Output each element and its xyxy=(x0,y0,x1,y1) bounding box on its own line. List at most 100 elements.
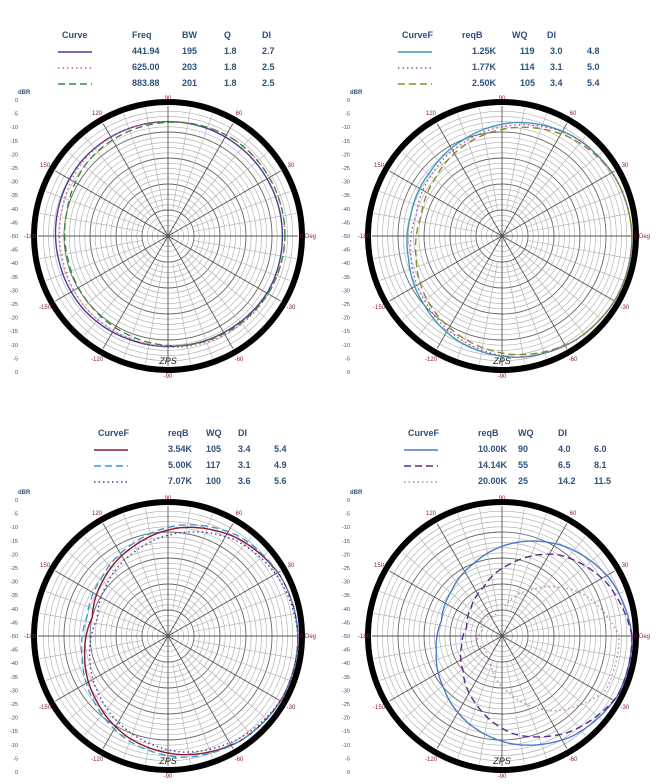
radial-tick-label: -10 xyxy=(342,343,350,349)
radial-tick-label: 0 xyxy=(15,770,18,776)
legend-value: 4.9 xyxy=(274,460,287,470)
radial-tick-label: -10 xyxy=(10,525,18,531)
signature-mark: ZPS xyxy=(492,356,511,366)
angle-label: -120 xyxy=(425,357,438,363)
radial-tick-label: -30 xyxy=(10,288,18,294)
grid-radial-line xyxy=(501,635,615,702)
grid-radial-line xyxy=(167,635,234,749)
legend-swatch xyxy=(404,465,438,467)
grid-radial-line xyxy=(45,591,144,628)
grid-radial-line xyxy=(184,536,252,617)
radial-tick-label: 0 xyxy=(15,498,18,504)
radial-tick-label: -25 xyxy=(10,166,18,172)
radial-tick-label: -25 xyxy=(342,566,350,572)
angle-label: 30 xyxy=(622,163,629,169)
radial-tick-label: -45 xyxy=(342,648,350,654)
legend-value: 117 xyxy=(206,460,221,470)
angle-label: 120 xyxy=(92,111,103,117)
grid-radial-line xyxy=(55,635,169,702)
legend-value: 3.0 xyxy=(550,46,563,56)
grid-radial-line xyxy=(55,170,169,237)
angle-label: 0 Deg xyxy=(300,634,316,640)
grid-radial-line xyxy=(526,591,625,628)
grid-radial-line xyxy=(527,640,631,659)
legend-value: 2.50K xyxy=(472,78,497,88)
legend-value: 4.8 xyxy=(587,46,600,56)
grid-radial-line xyxy=(373,240,477,259)
radial-axis-label: dBR xyxy=(18,490,31,496)
radial-axis-label: dBR xyxy=(18,90,31,96)
legend-header: DI xyxy=(262,30,271,40)
grid-radial-line xyxy=(176,660,213,759)
grid-radial-line xyxy=(521,552,602,620)
legend-value: 3.1 xyxy=(550,62,563,72)
radial-tick-label: -35 xyxy=(10,193,18,199)
radial-tick-label: -45 xyxy=(342,620,350,626)
grid-radial-line xyxy=(84,536,152,617)
legend-value: 201 xyxy=(182,78,198,88)
grid-radial-line xyxy=(184,655,252,736)
grid-radial-line xyxy=(526,244,625,281)
legend-header: reqB xyxy=(478,428,499,438)
angle-label: 30 xyxy=(288,163,295,169)
signature-mark: ZPS xyxy=(158,356,177,366)
legend-swatch xyxy=(94,465,128,467)
legend-value: 20.00K xyxy=(478,476,508,486)
radial-tick-label: -20 xyxy=(342,552,350,558)
grid-radial-line xyxy=(526,191,625,228)
legend-swatch xyxy=(398,67,432,69)
polar-chart-svg: dBR0-5-10-15-20-25-30-35-40-45-50-45-40-… xyxy=(10,90,316,380)
grid-radial-line xyxy=(39,640,143,659)
grid-radial-line xyxy=(418,255,486,336)
legend-value: 105 xyxy=(206,444,222,454)
radial-tick-label: -20 xyxy=(342,316,350,322)
grid-radial-line xyxy=(457,113,494,212)
grid-radial-line xyxy=(45,244,144,281)
legend-value: 8.1 xyxy=(594,460,607,470)
radial-tick-label: -45 xyxy=(10,220,18,226)
angle-label: -120 xyxy=(91,757,104,763)
angle-label: -60 xyxy=(235,357,244,363)
outer-ring xyxy=(365,499,639,773)
radial-tick-label: 0 xyxy=(347,498,350,504)
grid-radial-line xyxy=(187,652,268,720)
radial-tick-label: -40 xyxy=(342,261,350,267)
radial-tick-label: -5 xyxy=(13,512,18,518)
grid-radial-line xyxy=(167,235,234,349)
grid-radial-line xyxy=(172,107,191,211)
legend-value: 1.25K xyxy=(472,46,497,56)
radial-tick-label: -35 xyxy=(342,593,350,599)
radial-tick-label: -5 xyxy=(345,356,350,362)
radial-tick-label: -20 xyxy=(10,316,18,322)
legend-value: 6.5 xyxy=(558,460,571,470)
radial-tick-label: -10 xyxy=(342,743,350,749)
legend-value: 55 xyxy=(518,460,529,470)
grid-radial-line xyxy=(379,191,478,228)
radial-tick-label: -50 xyxy=(342,234,350,240)
polar-panel-3: dBR 0 -5 -10 -15 -20 -25 -30 -35 -40 -45 -50 -45 -40-… xyxy=(0,392,332,784)
angle-label: -180 xyxy=(358,234,371,240)
angle-label: 120 xyxy=(92,511,103,517)
legend-value: 100 xyxy=(206,476,222,486)
radial-tick-label: -50 xyxy=(10,634,18,640)
grid-radial-line xyxy=(145,661,164,765)
grid-radial-line xyxy=(145,261,164,365)
grid-radial-line xyxy=(379,591,478,628)
grid-radial-line xyxy=(123,513,160,612)
angle-label: -30 xyxy=(287,705,296,711)
radial-tick-label: -15 xyxy=(10,329,18,335)
grid-radial-line xyxy=(68,152,149,220)
legend-value: 4.0 xyxy=(558,444,571,454)
legend-swatch xyxy=(404,481,438,483)
radial-tick-label: -45 xyxy=(342,248,350,254)
legend-value: 1.8 xyxy=(224,62,237,72)
radial-tick-label: 0 xyxy=(347,370,350,376)
signature-mark: ZPS xyxy=(158,756,177,766)
legend-header: WQ xyxy=(512,30,528,40)
series-curve-1 xyxy=(83,526,299,756)
angle-label: -180 xyxy=(24,634,37,640)
grid-radial-line xyxy=(84,255,152,336)
grid-radial-line xyxy=(373,613,477,632)
legend-value: 14.2 xyxy=(558,476,576,486)
radial-axis-label: dBR xyxy=(350,90,363,96)
